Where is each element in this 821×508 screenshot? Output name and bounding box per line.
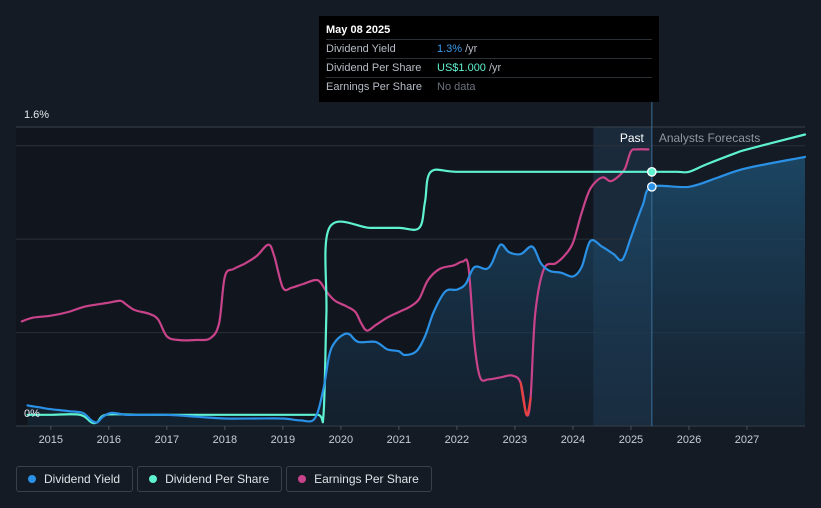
legend-dot-icon <box>149 475 158 483</box>
tooltip-unit: /yr <box>488 62 502 74</box>
tooltip-label: Earnings Per Share <box>326 81 422 93</box>
legend-item-earnings-per-share[interactable]: Earnings Per Share <box>286 466 432 492</box>
x-tick-label: 2016 <box>97 434 121 446</box>
past-label: Past <box>620 131 645 145</box>
x-tick-label: 2023 <box>503 434 527 446</box>
y-axis: 1.6% 0% <box>24 109 49 420</box>
tooltip-label: Dividend Per Share <box>326 62 422 74</box>
tooltip-value: No data <box>437 81 476 93</box>
dividend-yield-area <box>27 156 806 426</box>
x-tick-label: 2018 <box>213 434 237 446</box>
x-tick-label: 2021 <box>387 434 411 446</box>
tooltip: May 08 2025 Dividend Yield 1.3% /yr Divi… <box>319 16 659 102</box>
tooltip-row-earnings-per-share: Earnings Per Share No data <box>326 77 652 96</box>
legend: Dividend Yield Dividend Per Share Earnin… <box>16 466 432 492</box>
x-tick-label: 2019 <box>271 434 295 446</box>
tooltip-row-dividend-per-share: Dividend Per Share US$1.000 /yr <box>326 58 652 77</box>
y-tick-label: 0% <box>24 408 40 420</box>
legend-label: Dividend Per Share <box>165 472 270 486</box>
legend-dot-icon <box>28 475 36 483</box>
x-axis: 2015 2016 2017 2018 2019 2020 2021 2022 2023 2024… <box>39 426 759 446</box>
dividend-per-share-marker <box>646 167 657 177</box>
earnings-per-share-line <box>20 148 650 417</box>
dividend-yield-marker <box>646 181 657 192</box>
x-tick-label: 2027 <box>735 434 759 446</box>
x-tick-label: 2026 <box>677 434 701 446</box>
x-tick-label: 2015 <box>39 434 63 446</box>
legend-item-dividend-yield[interactable]: Dividend Yield <box>16 466 134 492</box>
legend-label: Earnings Per Share <box>314 472 419 486</box>
analysts-forecasts-label: Analysts Forecasts <box>659 131 760 145</box>
y-tick-label: 1.6% <box>24 109 49 121</box>
dividend-yield-line <box>26 155 807 424</box>
tooltip-row-dividend-yield: Dividend Yield 1.3% /yr <box>326 39 652 58</box>
earnings-per-share-low-segment <box>519 381 532 417</box>
x-tick-label: 2024 <box>561 434 585 446</box>
legend-item-dividend-per-share[interactable]: Dividend Per Share <box>137 466 283 492</box>
x-tick-label: 2020 <box>329 434 353 446</box>
tooltip-date: May 08 2025 <box>326 24 391 36</box>
legend-dot-icon <box>298 475 307 483</box>
legend-label: Dividend Yield <box>44 472 121 486</box>
tooltip-value: 1.3% <box>437 43 463 55</box>
tooltip-unit: /yr <box>465 43 478 55</box>
x-tick-label: 2022 <box>445 434 469 446</box>
tooltip-label: Dividend Yield <box>326 43 396 55</box>
x-tick-label: 2017 <box>155 434 179 446</box>
x-tick-label: 2025 <box>619 434 643 446</box>
tooltip-value: US$1.000 <box>437 62 486 74</box>
